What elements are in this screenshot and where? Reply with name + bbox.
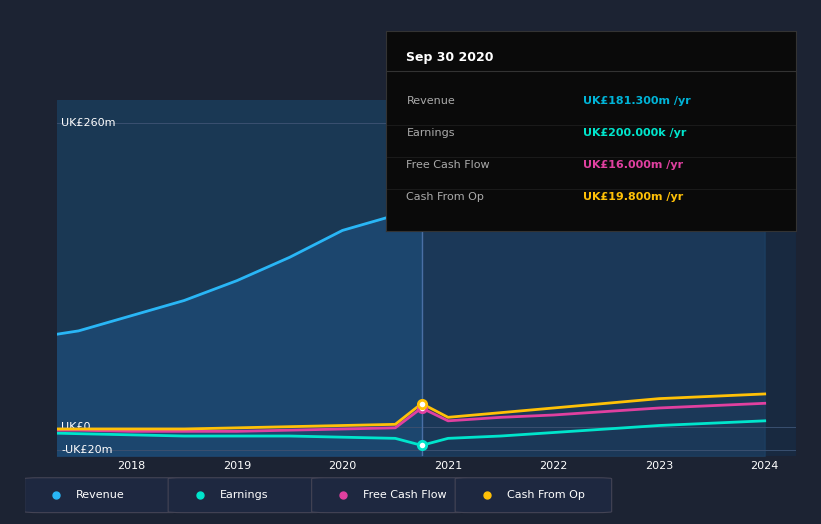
Text: Analysts Forecasts: Analysts Forecasts: [429, 117, 545, 130]
Bar: [422, 100, 796, 456]
Bar: [57, 100, 422, 456]
Text: Revenue: Revenue: [406, 96, 455, 106]
Text: UK£200.000k /yr: UK£200.000k /yr: [583, 128, 686, 138]
Text: -UK£20m: -UK£20m: [62, 445, 112, 455]
Text: Free Cash Flow: Free Cash Flow: [406, 160, 490, 170]
Text: UK£16.000m /yr: UK£16.000m /yr: [583, 160, 683, 170]
Text: Cash From Op: Cash From Op: [507, 490, 585, 500]
FancyBboxPatch shape: [25, 478, 181, 512]
FancyBboxPatch shape: [312, 478, 468, 512]
FancyBboxPatch shape: [455, 478, 612, 512]
Text: Free Cash Flow: Free Cash Flow: [363, 490, 447, 500]
Text: UK£260m: UK£260m: [62, 118, 116, 128]
Text: UK£0: UK£0: [62, 422, 90, 432]
Text: Earnings: Earnings: [219, 490, 268, 500]
Text: Revenue: Revenue: [76, 490, 125, 500]
FancyBboxPatch shape: [168, 478, 324, 512]
Text: Earnings: Earnings: [406, 128, 455, 138]
Text: UK£19.800m /yr: UK£19.800m /yr: [583, 192, 683, 202]
Text: Cash From Op: Cash From Op: [406, 192, 484, 202]
Text: UK£181.300m /yr: UK£181.300m /yr: [583, 96, 690, 106]
Text: Sep 30 2020: Sep 30 2020: [406, 51, 494, 64]
Text: Past: Past: [388, 117, 415, 130]
